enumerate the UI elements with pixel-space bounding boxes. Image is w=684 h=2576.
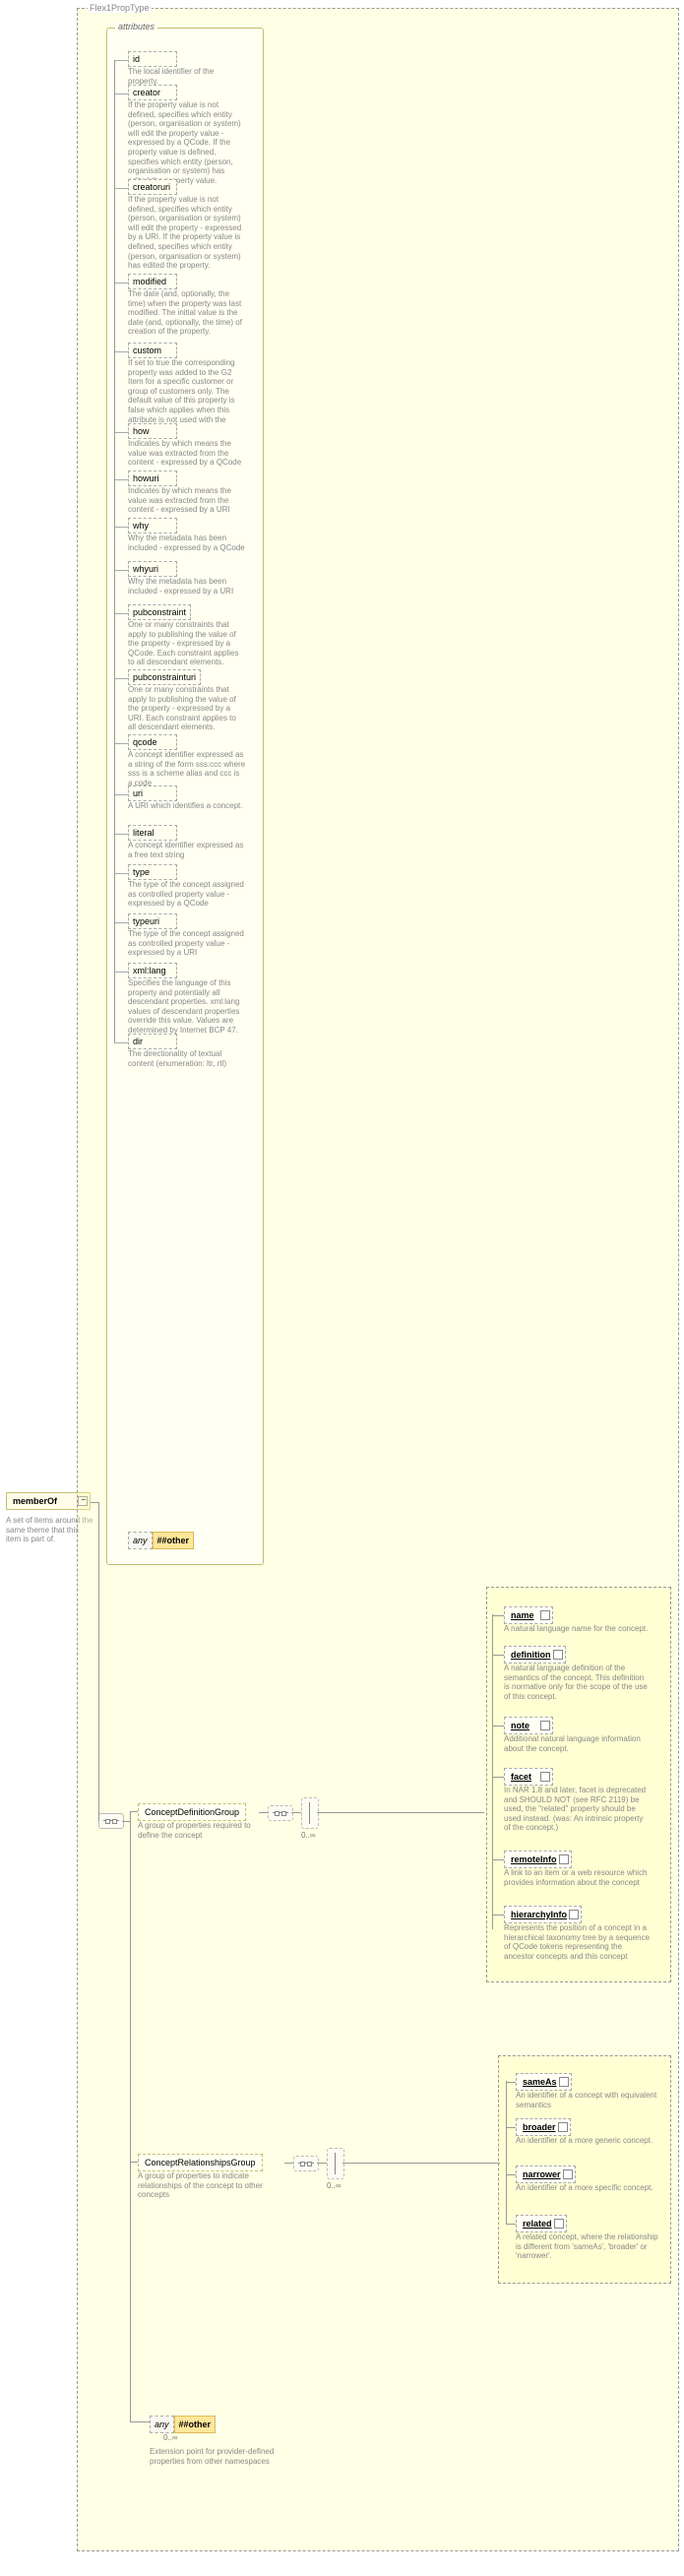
rel-group-seq: [293, 2156, 319, 2171]
rel-card: 0..∞: [327, 2181, 342, 2190]
attr-desc: Why the metadata has been included - exp…: [128, 577, 246, 596]
element-desc: A natural language definition of the sem…: [504, 1664, 652, 1701]
attr-desc: Indicates by which means the value was e…: [128, 439, 246, 468]
element-hierarchyInfo[interactable]: hierarchyInfo: [504, 1906, 582, 1923]
root-element-label: memberOf: [13, 1496, 57, 1506]
attr-desc: A concept identifier expressed as a stri…: [128, 750, 246, 787]
connector: [130, 2421, 150, 2422]
element-desc: A related concept, where the relationshi…: [516, 2232, 663, 2261]
element-desc: A natural language name for the concept.: [504, 1624, 652, 1634]
group-desc: A group of properties to indicate relati…: [138, 2171, 285, 2200]
connector: [130, 2162, 138, 2163]
attr-desc: The directionality of textual content (e…: [128, 1049, 246, 1068]
connector: [98, 1502, 99, 1821]
attr-desc: The local identifier of the property.: [128, 67, 246, 86]
connector: [130, 1811, 131, 2421]
tail-any-desc: Extension point for provider-defined pro…: [150, 2447, 278, 2466]
concept-relationships-group[interactable]: ConceptRelationshipsGroup: [138, 2154, 263, 2171]
attr-type: type: [128, 864, 177, 880]
connector: [259, 1812, 268, 1813]
attr-modified: modified: [128, 274, 177, 289]
connector: [342, 2163, 500, 2164]
connector: [317, 2163, 327, 2164]
element-note[interactable]: note: [504, 1717, 553, 1734]
attr-how: how: [128, 423, 177, 439]
attr-uri: uri: [128, 785, 177, 801]
def-group-choice: [301, 1797, 319, 1829]
attr-desc: One or many constraints that apply to pu…: [128, 620, 246, 667]
connector: [317, 1812, 484, 1813]
attr-pubconstraint: pubconstraint: [128, 604, 191, 620]
attr-desc: The type of the concept assigned as cont…: [128, 880, 246, 909]
attr-desc: A URI which identifies a concept.: [128, 801, 246, 811]
group-label: ConceptDefinitionGroup: [145, 1807, 239, 1817]
any-ns: ##other: [174, 2416, 217, 2433]
connector: [130, 1811, 138, 1812]
connector: [91, 1502, 98, 1503]
attr-id: id: [128, 51, 177, 67]
element-name[interactable]: name: [504, 1606, 553, 1624]
attr-desc: A concept identifier expressed as a free…: [128, 841, 246, 859]
attr-desc: One or many constraints that apply to pu…: [128, 685, 246, 732]
def-card: 0..∞: [301, 1831, 316, 1840]
any-ns: ##other: [153, 1532, 195, 1549]
group-desc: A group of properties required to define…: [138, 1821, 266, 1840]
attr-desc: Indicates by which means the value was e…: [128, 486, 246, 515]
rel-group-choice: [327, 2148, 344, 2179]
any-label: any: [128, 1532, 153, 1549]
attr-desc: If the property value is not defined, sp…: [128, 100, 246, 185]
attr-qcode: qcode: [128, 734, 177, 750]
attr-typeuri: typeuri: [128, 913, 177, 929]
attr-creatoruri: creatoruri: [128, 179, 177, 195]
connector: [492, 1614, 493, 1929]
element-broader[interactable]: broader: [516, 2118, 571, 2136]
element-desc: An identifier of a more generic concept.: [516, 2136, 663, 2146]
attr-whyuri: whyuri: [128, 561, 177, 577]
element-desc: An identifier of a more specific concept…: [516, 2183, 663, 2193]
attr-pubconstrainturi: pubconstrainturi: [128, 669, 201, 685]
attr-desc: Specifies the language of this property …: [128, 978, 246, 1036]
element-desc: In NAR 1.8 and later, facet is deprecate…: [504, 1786, 652, 1833]
connector: [122, 1821, 130, 1822]
group-label: ConceptRelationshipsGroup: [145, 2158, 256, 2168]
element-desc: Represents the position of a concept in …: [504, 1923, 652, 1961]
attrs-any-node: any ##other: [128, 1532, 197, 1549]
attr-howuri: howuri: [128, 471, 177, 486]
attr-desc: The date (and, optionally, the time) whe…: [128, 289, 246, 337]
connector: [291, 1812, 301, 1813]
attr-desc: Why the metadata has been included - exp…: [128, 534, 246, 552]
element-desc: Additional natural language information …: [504, 1734, 652, 1753]
element-definition[interactable]: definition: [504, 1646, 566, 1664]
any-label: any: [150, 2416, 174, 2433]
connector: [284, 2163, 293, 2164]
attr-desc: If the property value is not defined, sp…: [128, 195, 246, 271]
attr-xml-lang: xml:lang: [128, 963, 177, 978]
element-desc: A link to an item or a web resource whic…: [504, 1868, 652, 1887]
canvas: memberOf − A set of items around the sam…: [0, 0, 684, 2576]
element-remoteInfo[interactable]: remoteInfo: [504, 1851, 572, 1868]
attr-dir: dir: [128, 1034, 177, 1049]
tail-any-node: any ##other: [150, 2416, 218, 2433]
attr-literal: literal: [128, 825, 177, 841]
connector: [506, 2081, 507, 2225]
tail-any-card: 0..∞: [163, 2433, 178, 2442]
element-narrower[interactable]: narrower: [516, 2166, 576, 2183]
attributes-panel-title: attributes: [115, 22, 157, 31]
collapse-icon: −: [81, 1495, 86, 1504]
element-sameAs[interactable]: sameAs: [516, 2073, 572, 2091]
element-related[interactable]: related: [516, 2215, 567, 2232]
def-group-seq: [268, 1805, 293, 1821]
element-facet[interactable]: facet: [504, 1768, 553, 1786]
attr-why: why: [128, 518, 177, 534]
attr-custom: custom: [128, 343, 177, 358]
element-desc: An identifier of a concept with equivale…: [516, 2091, 663, 2109]
concept-definition-group[interactable]: ConceptDefinitionGroup: [138, 1803, 246, 1821]
type-container-label: Flex1PropType: [88, 3, 152, 13]
attr-desc: The type of the concept assigned as cont…: [128, 929, 246, 958]
root-sequence: [98, 1813, 124, 1829]
attr-creator: creator: [128, 85, 177, 100]
